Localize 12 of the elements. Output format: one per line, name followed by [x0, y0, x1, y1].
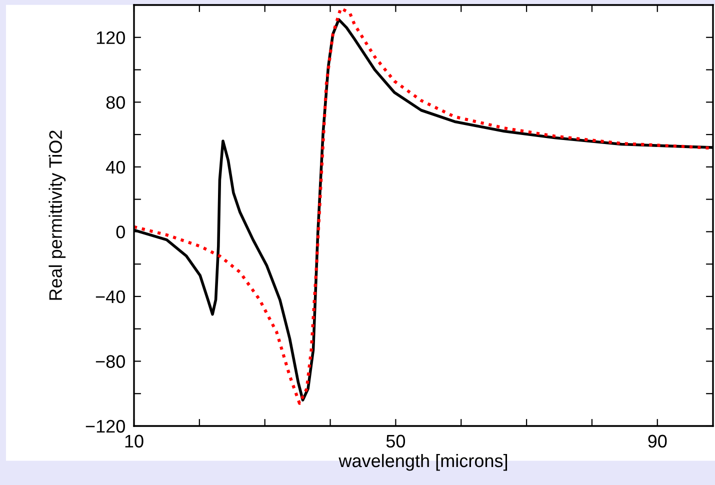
x-tick-label: 50 — [386, 434, 406, 448]
y-tick-label: 40 — [106, 160, 125, 174]
x-tick-label: 90 — [648, 434, 667, 448]
y-tick-label: −80 — [96, 355, 125, 368]
y-axis-title: Real permittivity TiO2 — [48, 130, 66, 300]
y-tick-label: −120 — [86, 420, 125, 433]
y-tick-label: 80 — [106, 96, 125, 109]
y-tick-label: −40 — [96, 290, 125, 304]
y-tick-label: 0 — [116, 226, 125, 238]
x-tick-label: 10 — [125, 434, 144, 448]
y-tick-label: 120 — [96, 31, 125, 44]
x-axis-title: wavelength [microns] — [338, 454, 508, 471]
